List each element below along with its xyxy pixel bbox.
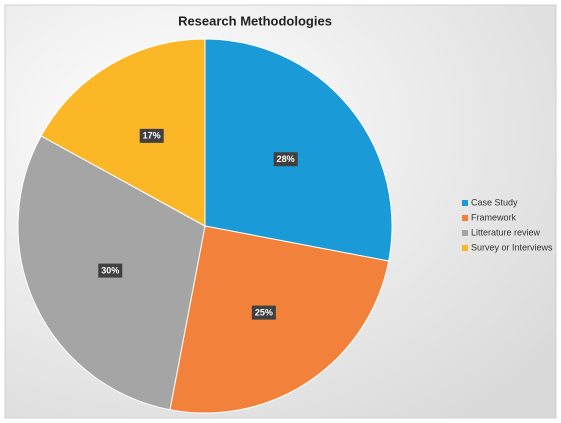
legend-swatch xyxy=(462,200,468,206)
pie-slice xyxy=(204,38,393,262)
pie-slice xyxy=(40,38,206,227)
data-label-box xyxy=(251,305,276,320)
legend: Case Study Framework Litterature review Sur… xyxy=(462,197,553,252)
data-label-box xyxy=(98,263,123,278)
pie-slice xyxy=(169,225,390,414)
data-label-box xyxy=(139,128,164,143)
data-label: 28% xyxy=(277,154,295,164)
data-label: 25% xyxy=(255,307,273,317)
data-labels: 28% 25% 30% 17% xyxy=(98,128,298,320)
chart-title: Research Methodologies xyxy=(178,13,332,28)
legend-swatch xyxy=(462,215,468,221)
data-label: 30% xyxy=(101,265,119,275)
legend-label: Framework xyxy=(471,212,517,222)
legend-swatch xyxy=(462,245,468,251)
data-label-box xyxy=(273,152,298,167)
pie xyxy=(17,38,393,414)
legend-label: Survey or Interviews xyxy=(471,242,553,252)
legend-label: Litterature review xyxy=(471,227,541,237)
data-label: 17% xyxy=(143,131,161,141)
legend-swatch xyxy=(462,230,468,236)
legend-label: Case Study xyxy=(471,197,518,207)
